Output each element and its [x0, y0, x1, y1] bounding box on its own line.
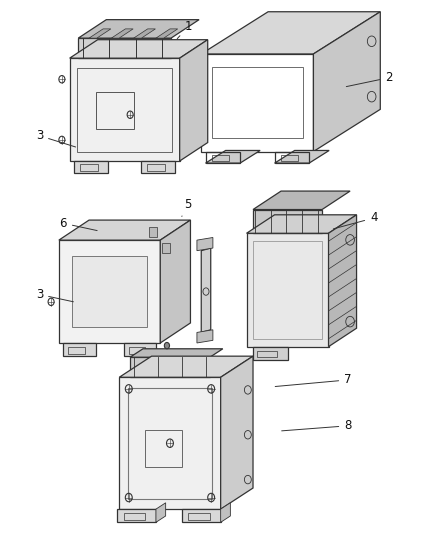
Polygon shape [59, 220, 191, 240]
Polygon shape [156, 29, 178, 38]
Polygon shape [141, 161, 175, 173]
Polygon shape [69, 58, 180, 161]
Polygon shape [72, 256, 147, 327]
Polygon shape [130, 349, 223, 357]
Bar [145, 430, 182, 467]
Text: 2: 2 [347, 71, 393, 86]
Bar [68, 347, 85, 353]
Circle shape [164, 342, 170, 349]
Polygon shape [197, 330, 213, 343]
Polygon shape [329, 215, 357, 346]
Polygon shape [119, 356, 253, 377]
Polygon shape [149, 227, 157, 238]
Polygon shape [253, 209, 322, 233]
Text: 3: 3 [36, 129, 76, 147]
Polygon shape [163, 243, 170, 253]
Polygon shape [201, 12, 380, 54]
Text: 1: 1 [177, 20, 192, 39]
Polygon shape [182, 509, 221, 522]
Bar [212, 155, 229, 161]
Text: 5: 5 [182, 198, 192, 216]
Text: 6: 6 [59, 217, 97, 231]
Polygon shape [74, 161, 108, 173]
Polygon shape [313, 12, 380, 151]
Text: 4: 4 [333, 212, 378, 229]
Polygon shape [59, 240, 160, 343]
Polygon shape [117, 509, 156, 522]
Text: 3: 3 [36, 288, 73, 302]
Bar [188, 513, 210, 520]
Polygon shape [134, 29, 156, 38]
Polygon shape [78, 20, 199, 38]
Bar [129, 347, 145, 353]
Polygon shape [130, 357, 210, 377]
Polygon shape [160, 220, 191, 343]
Polygon shape [246, 233, 329, 346]
Polygon shape [221, 503, 230, 522]
Bar [257, 351, 277, 357]
Polygon shape [78, 38, 171, 58]
Bar [80, 164, 98, 171]
Bar [96, 92, 134, 130]
Polygon shape [180, 39, 208, 161]
Bar [147, 164, 165, 171]
Polygon shape [274, 150, 329, 163]
Bar [124, 513, 145, 520]
Text: 8: 8 [282, 419, 352, 432]
Polygon shape [221, 356, 253, 509]
Polygon shape [197, 238, 213, 251]
Polygon shape [111, 29, 133, 38]
Polygon shape [124, 343, 156, 356]
Polygon shape [63, 343, 96, 356]
Polygon shape [201, 248, 211, 333]
Polygon shape [253, 191, 350, 209]
Text: 7: 7 [275, 374, 352, 386]
Polygon shape [119, 377, 221, 509]
Polygon shape [205, 150, 260, 163]
Polygon shape [253, 346, 288, 360]
Polygon shape [89, 29, 111, 38]
Polygon shape [246, 215, 357, 233]
Bar [281, 155, 298, 161]
Polygon shape [69, 39, 208, 58]
Polygon shape [156, 503, 166, 522]
